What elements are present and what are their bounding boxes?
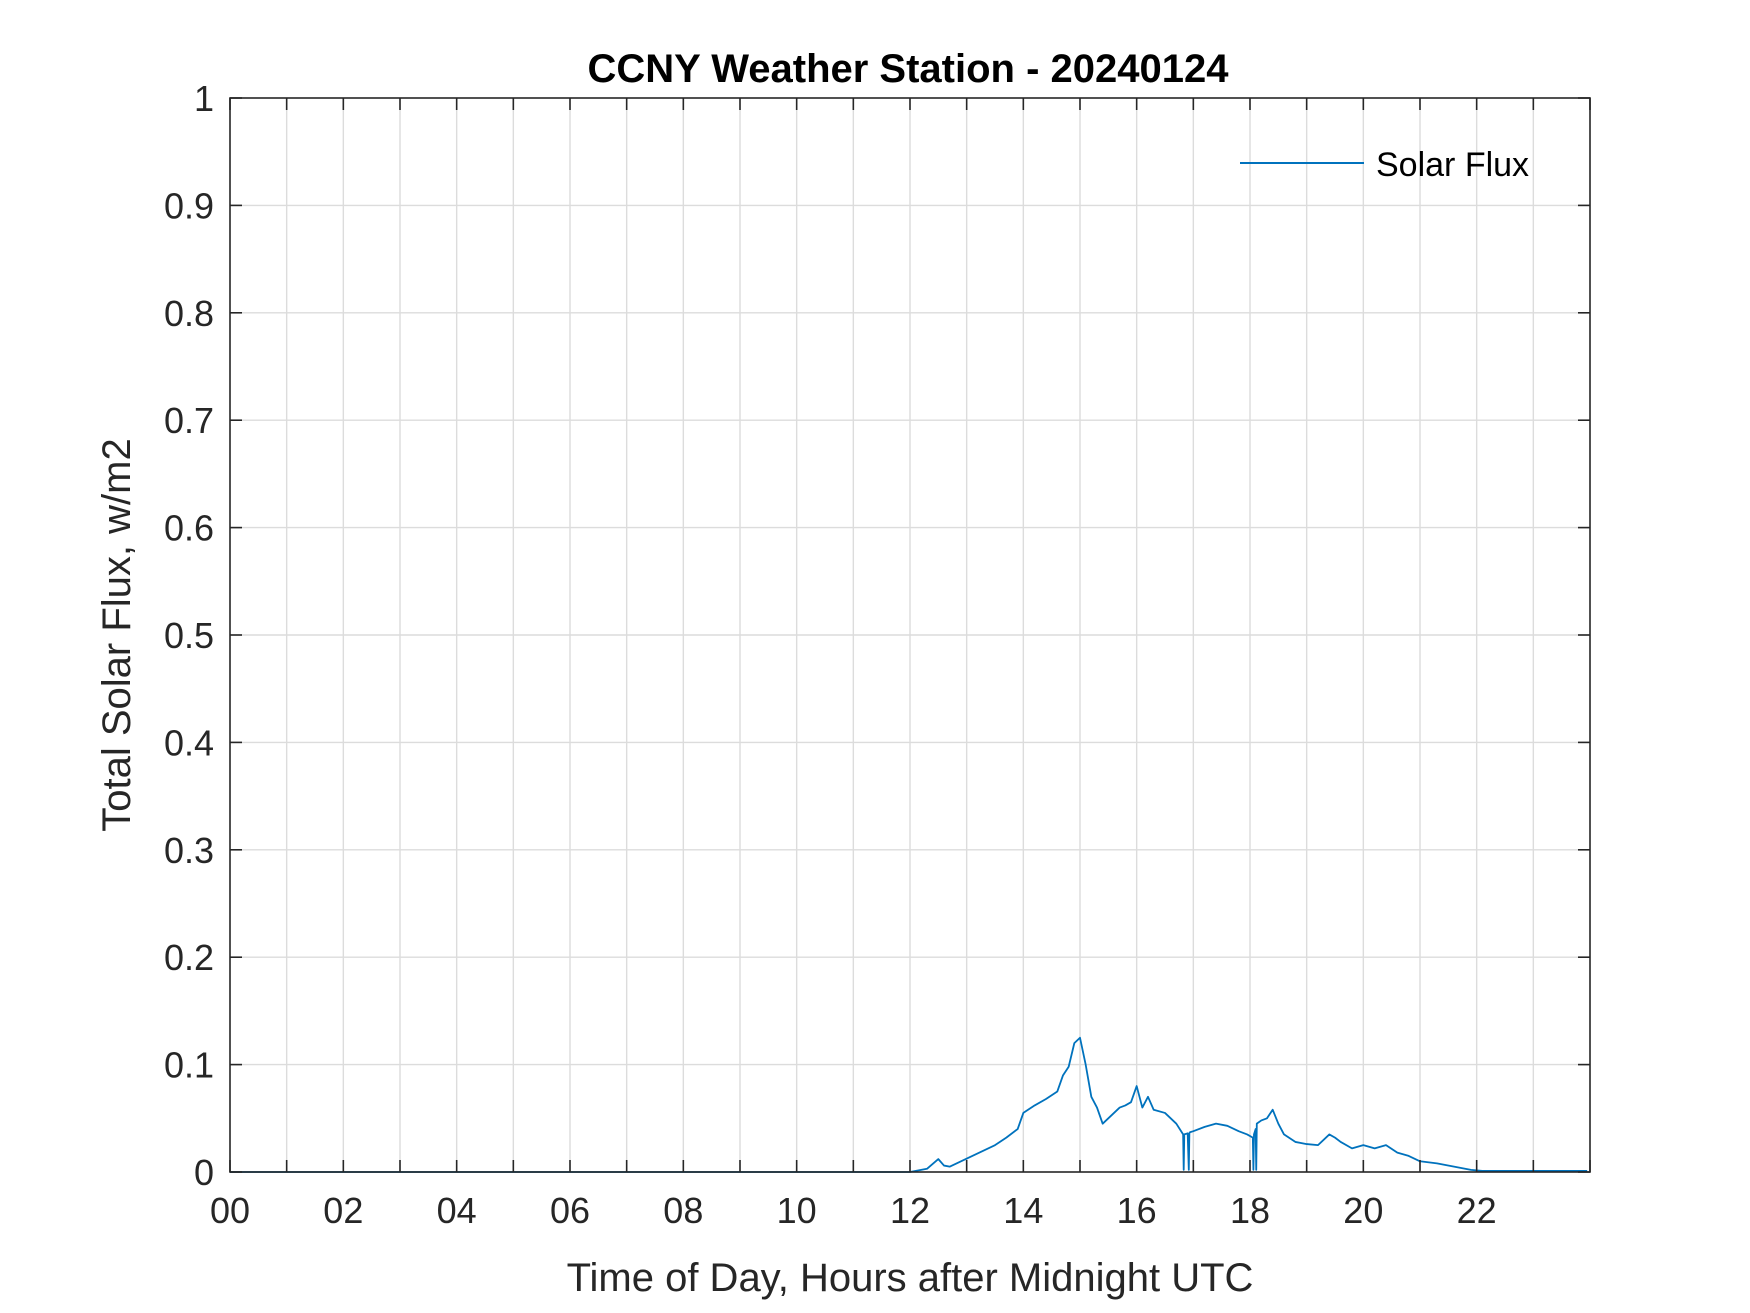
x-tick-label: 16 (1117, 1190, 1157, 1231)
series-line-solar-flux (230, 1036, 1588, 1173)
y-tick-label: 0.8 (164, 293, 214, 334)
y-tick-label: 1 (194, 78, 214, 119)
chart-title: CCNY Weather Station - 20240124 (588, 47, 1230, 91)
legend: Solar Flux (1240, 146, 1529, 184)
x-tick-label: 12 (890, 1190, 930, 1231)
x-tick-label: 22 (1457, 1190, 1497, 1231)
y-tick-label: 0.5 (164, 615, 214, 656)
x-tick-label: 06 (550, 1190, 590, 1231)
x-tick-label: 14 (1003, 1190, 1043, 1231)
x-axis-title: Time of Day, Hours after Midnight UTC (567, 1256, 1254, 1300)
x-tick-label: 20 (1343, 1190, 1383, 1231)
x-tick-label: 10 (777, 1190, 817, 1231)
x-tick-label: 00 (210, 1190, 250, 1231)
y-tick-labels: 0 0.1 0.2 0.3 0.4 0.5 0.6 0.7 0.8 0.9 1 (164, 78, 214, 1193)
legend-label: Solar Flux (1376, 146, 1529, 184)
x-tick-label: 04 (437, 1190, 477, 1231)
x-tick-label: 08 (663, 1190, 703, 1231)
y-tick-label: 0.4 (164, 722, 214, 763)
y-tick-label: 0.3 (164, 830, 214, 871)
y-tick-label: 0.2 (164, 937, 214, 978)
x-tick-label: 18 (1230, 1190, 1270, 1231)
x-tick-label: 02 (323, 1190, 363, 1231)
grid-lines (230, 98, 1590, 1172)
y-tick-label: 0.1 (164, 1045, 214, 1086)
y-axis-title: Total Solar Flux, w/m2 (95, 438, 139, 831)
y-tick-label: 0.9 (164, 185, 214, 226)
tick-marks (229, 97, 1591, 1173)
y-tick-label: 0.6 (164, 508, 214, 549)
series-layer (230, 1036, 1588, 1173)
x-tick-labels: 00 02 04 06 08 10 12 14 16 18 20 22 (210, 1190, 1497, 1231)
y-tick-label: 0 (194, 1152, 214, 1193)
y-tick-label: 0.7 (164, 400, 214, 441)
